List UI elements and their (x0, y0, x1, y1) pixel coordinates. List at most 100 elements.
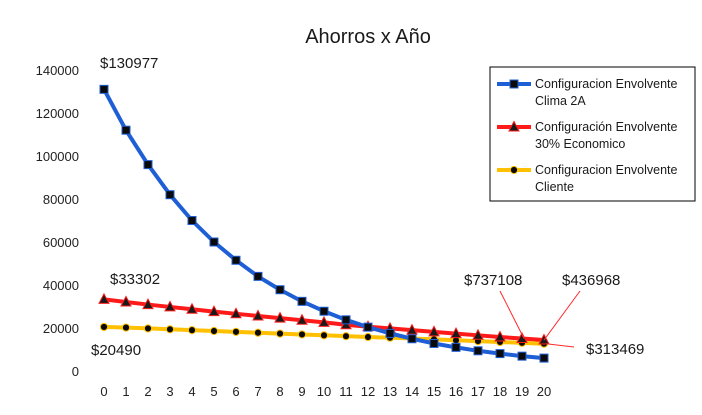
x-tick-label: 8 (276, 384, 283, 399)
y-tick-label: 20000 (43, 321, 79, 336)
legend-item: Configuracion Envolvente Cliente (497, 163, 677, 194)
data-point (209, 326, 219, 336)
data-point (120, 295, 132, 307)
data-point (187, 216, 197, 225)
legend-label: 30% Economico (535, 137, 625, 151)
x-tick-label: 11 (339, 384, 353, 399)
data-point (99, 322, 109, 332)
data-point (143, 160, 153, 170)
data-label: $130977 (100, 55, 158, 72)
x-tick-label: 14 (405, 384, 419, 399)
data-point (341, 332, 351, 341)
x-tick-label: 17 (471, 384, 485, 399)
x-tick-label: 1 (122, 384, 129, 399)
data-point (98, 292, 110, 304)
data-point (121, 125, 131, 135)
data-point (508, 120, 520, 132)
data-point (406, 323, 418, 335)
data-point (341, 315, 351, 325)
data-point (164, 300, 176, 312)
data-point (253, 328, 263, 337)
data-point (186, 302, 198, 314)
data-point (99, 84, 109, 94)
legend-item: Configuración Envolvente 30% Economico (497, 120, 677, 151)
data-point (428, 325, 440, 337)
data-point (429, 338, 439, 348)
data-label: $436968 (562, 272, 620, 289)
data-label: $33302 (110, 271, 160, 288)
label-leader-line (543, 290, 581, 341)
data-point (231, 255, 241, 265)
x-tick-label: 20 (537, 384, 551, 399)
data-point (165, 190, 175, 200)
data-point (296, 313, 308, 325)
data-point (121, 323, 131, 332)
data-point (142, 297, 154, 310)
x-tick-label: 7 (254, 384, 261, 399)
x-tick-label: 3 (166, 384, 173, 399)
data-point (363, 322, 373, 332)
data-point (319, 331, 329, 340)
x-tick-label: 2 (144, 384, 151, 399)
x-tick-label: 5 (210, 384, 217, 399)
x-tick-label: 12 (361, 384, 375, 399)
data-point (252, 309, 264, 321)
y-tick-label: 0 (72, 364, 79, 379)
data-point (450, 327, 462, 339)
y-tick-label: 120000 (36, 106, 79, 121)
data-point (509, 165, 519, 175)
data-point (275, 285, 285, 295)
data-point (539, 353, 549, 363)
data-point (472, 328, 484, 340)
data-label: $313469 (586, 341, 644, 358)
chart-title: Ahorros x Año (305, 26, 431, 48)
y-tick-label: 60000 (43, 235, 79, 250)
legend-label: Clima 2A (535, 94, 586, 108)
x-tick-label: 18 (493, 384, 507, 399)
data-point (494, 330, 506, 342)
data-point (407, 334, 417, 344)
data-point (143, 324, 153, 333)
data-point (274, 311, 286, 323)
data-point (209, 237, 219, 247)
data-point (208, 305, 220, 317)
data-point (509, 79, 519, 89)
x-tick-label: 19 (515, 384, 529, 399)
legend-item: Configuracion Envolvente Clima 2A (497, 77, 677, 108)
legend-label: Configuracion Envolvente (535, 77, 677, 91)
x-tick-label: 16 (449, 384, 463, 399)
data-point (231, 327, 241, 336)
data-point (297, 296, 307, 306)
x-tick-label: 15 (427, 384, 441, 399)
data-point (297, 330, 307, 339)
label-leader-line (499, 290, 525, 339)
legend-label: Cliente (535, 180, 574, 194)
data-point (473, 346, 483, 356)
y-tick-label: 40000 (43, 278, 79, 293)
data-point (318, 315, 330, 327)
x-tick-label: 13 (383, 384, 397, 399)
series-3 (99, 322, 549, 348)
data-point (385, 328, 395, 338)
x-tick-label: 10 (317, 384, 331, 399)
data-point (230, 307, 242, 319)
data-label: $737108 (464, 272, 522, 289)
legend-box (489, 66, 696, 202)
data-point (319, 306, 329, 316)
data-point (187, 326, 197, 335)
data-point (165, 325, 175, 334)
series-1 (99, 84, 549, 363)
data-point (451, 342, 461, 352)
legend-label: Configuracion Envolvente (535, 163, 677, 177)
data-point (517, 351, 527, 361)
legend-label: Configuración Envolvente (535, 120, 677, 134)
y-tick-label: 80000 (43, 192, 79, 207)
data-point (516, 331, 528, 344)
data-point (275, 329, 285, 338)
x-tick-label: 0 (100, 384, 107, 399)
y-tick-label: 140000 (36, 63, 79, 78)
x-tick-label: 9 (298, 384, 305, 399)
x-tick-label: 4 (188, 384, 195, 399)
